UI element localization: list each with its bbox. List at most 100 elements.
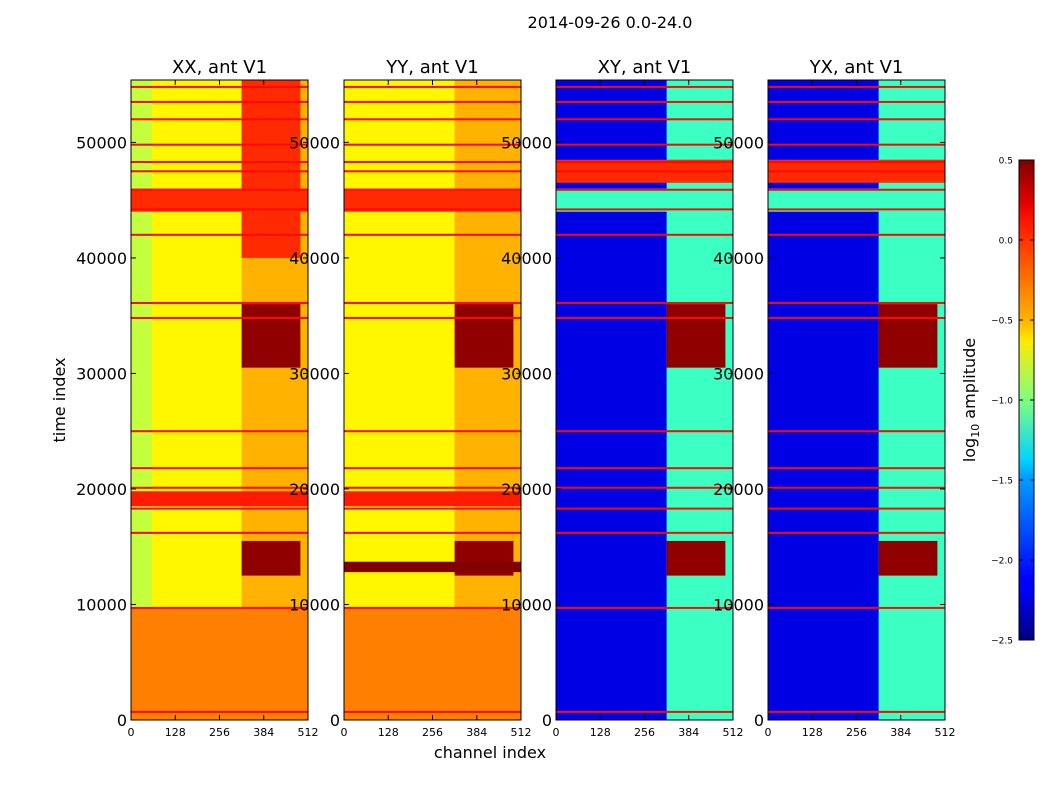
y-tick-label: 40000	[289, 249, 340, 268]
x-tick-label: 0	[341, 726, 348, 739]
y-tick-label: 10000	[501, 595, 552, 614]
flag-row	[131, 606, 308, 609]
panel-4: YX, ant V1 0 128 256 384 512 0 10000 20000 30000 4…	[713, 57, 955, 739]
flag-row	[344, 486, 521, 489]
flag-row	[556, 486, 733, 489]
flag-row	[556, 606, 733, 609]
flag-row	[131, 118, 308, 121]
y-axis-label: time index	[50, 357, 69, 442]
flag-row	[131, 143, 308, 146]
colorbar-label: log10 amplitude	[960, 338, 982, 462]
colorbar-label-suffix: amplitude	[960, 338, 979, 424]
flag-row	[344, 118, 521, 121]
heatmap-feature	[556, 188, 733, 212]
figure-suptitle: 2014-09-26 0.0-24.0	[528, 13, 693, 32]
flag-row	[344, 430, 521, 433]
y-tick-label: 20000	[76, 480, 127, 499]
panel-title: XX, ant V1	[172, 57, 267, 78]
y-tick-label: 40000	[713, 249, 764, 268]
colorbar-tick-label: −1.5	[991, 477, 1013, 487]
flag-row	[556, 710, 733, 713]
y-tick-label: 30000	[289, 364, 340, 383]
heatmap-feature	[666, 540, 726, 576]
colorbar: 0.5 0.0 −0.5 −1.0 −1.5 −2.0 −2.5 log10 amplitu…	[960, 157, 1035, 647]
heatmap-block	[344, 607, 521, 720]
x-tick-label: 512	[511, 726, 532, 739]
heatmap-feature	[131, 491, 308, 507]
y-tick-label: 0	[754, 711, 764, 730]
heatmap-feature	[666, 304, 726, 368]
heatmap-feature	[768, 188, 945, 212]
y-tick-label: 0	[330, 711, 340, 730]
flag-row	[344, 710, 521, 713]
flag-row	[556, 170, 733, 173]
y-tick-label: 30000	[76, 364, 127, 383]
colorbar-label-prefix: log	[960, 438, 979, 462]
y-tick-label: 20000	[501, 480, 552, 499]
flag-row	[131, 507, 308, 510]
flag-row	[131, 233, 308, 236]
flag-row	[344, 85, 521, 88]
flag-row	[556, 467, 733, 470]
heatmap-feature	[241, 304, 301, 368]
y-tick-label: 10000	[713, 595, 764, 614]
heatmap-feature	[344, 491, 521, 507]
heatmap-feature	[454, 304, 514, 368]
x-tick-label: 256	[846, 726, 867, 739]
x-tick-label: 0	[765, 726, 772, 739]
x-tick-label: 384	[890, 726, 911, 739]
flag-row	[131, 467, 308, 470]
colorbar-tick-label: 0.0	[999, 237, 1014, 247]
flag-row	[344, 100, 521, 103]
x-tick-label: 128	[802, 726, 823, 739]
flag-row	[556, 143, 733, 146]
heatmap-area	[131, 80, 308, 720]
panels: XX, ant V1 0 128 256 384 512 0 10000 20000 30000 4…	[76, 57, 955, 739]
flag-row	[131, 188, 308, 191]
flag-row	[131, 85, 308, 88]
y-tick-label: 50000	[289, 133, 340, 152]
flag-row	[131, 710, 308, 713]
heatmap-feature	[241, 80, 301, 258]
x-tick-label: 0	[553, 726, 560, 739]
heatmap-block	[666, 80, 733, 720]
colorbar-tick-label: −1.0	[991, 397, 1013, 407]
flag-row	[131, 430, 308, 433]
colorbar-tick-label: 0.5	[999, 157, 1013, 167]
y-tick-label: 20000	[713, 480, 764, 499]
heatmap-block	[878, 80, 945, 720]
flag-row	[556, 233, 733, 236]
x-tick-label: 256	[422, 726, 443, 739]
heatmap-feature	[878, 304, 938, 368]
y-tick-label: 50000	[713, 133, 764, 152]
flag-row	[131, 170, 308, 173]
flag-row	[768, 710, 945, 713]
flag-row	[768, 606, 945, 609]
heatmap-block	[131, 607, 308, 720]
x-tick-label: 512	[723, 726, 744, 739]
flag-row	[131, 486, 308, 489]
y-tick-label: 30000	[501, 364, 552, 383]
flag-row	[768, 316, 945, 319]
flag-row	[768, 188, 945, 191]
flag-row	[768, 118, 945, 121]
flag-row	[344, 507, 521, 510]
y-tick-label: 50000	[501, 133, 552, 152]
panel-title: YY, ant V1	[385, 57, 478, 78]
flag-row	[768, 85, 945, 88]
flag-row	[131, 316, 308, 319]
heatmap-feature	[878, 540, 938, 576]
x-tick-label: 384	[253, 726, 274, 739]
x-tick-label: 256	[209, 726, 230, 739]
flag-row	[344, 606, 521, 609]
flag-row	[768, 467, 945, 470]
x-tick-label: 512	[935, 726, 956, 739]
flag-row	[344, 208, 521, 211]
colorbar-tick-label: −2.5	[991, 637, 1013, 647]
flag-row	[556, 208, 733, 211]
panel-title: XY, ant V1	[598, 57, 692, 78]
flag-row	[768, 208, 945, 211]
y-tick-label: 50000	[76, 133, 127, 152]
x-tick-label: 384	[466, 726, 487, 739]
